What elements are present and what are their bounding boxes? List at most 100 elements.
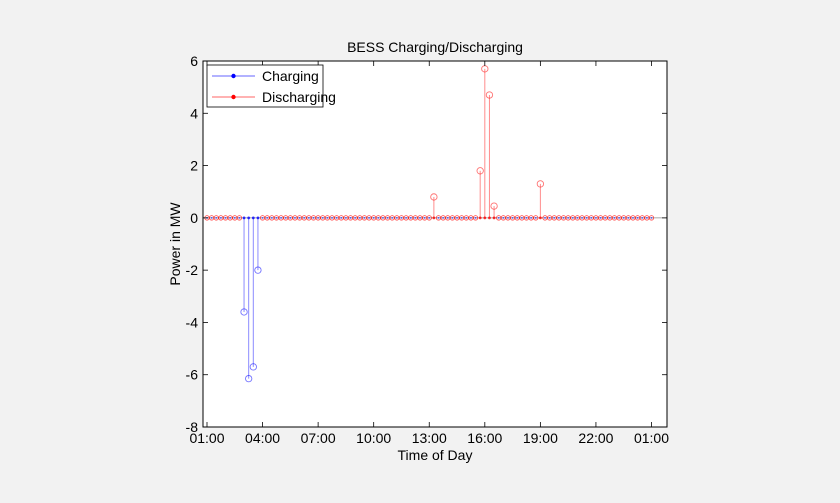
baseline-point-charging: [520, 216, 523, 219]
baseline-point-charging: [377, 216, 380, 219]
baseline-point-charging: [622, 216, 625, 219]
baseline-point-charging: [386, 216, 389, 219]
baseline-point-charging: [382, 216, 384, 219]
baseline-point-charging: [233, 216, 236, 219]
charging-base-point: [247, 216, 251, 220]
baseline-point-charging: [576, 216, 579, 219]
baseline-point-charging: [419, 216, 421, 219]
discharging-point: [490, 202, 498, 210]
charging-base-point: [256, 216, 260, 220]
baseline-point-charging: [270, 216, 273, 219]
baseline-point-charging: [465, 216, 468, 219]
y-axis-label: Power in MW: [167, 202, 183, 286]
charging-point: [240, 308, 248, 316]
y-tick-label: -6: [186, 367, 199, 383]
legend-charging-label: Charging: [262, 68, 319, 84]
baseline-point-charging: [363, 216, 366, 219]
baseline-point-charging: [391, 216, 394, 219]
x-tick-label: 01:00: [634, 430, 669, 446]
baseline-point-charging: [409, 216, 412, 219]
discharging-base-point: [488, 216, 491, 220]
x-tick-label: 04:00: [245, 430, 280, 446]
discharging-base-point: [538, 216, 542, 220]
baseline-point-charging: [497, 216, 500, 219]
baseline-point-discharging: [426, 215, 432, 221]
discharging-base-point: [478, 216, 482, 220]
baseline-point-charging: [595, 216, 597, 219]
baseline-point-charging: [470, 216, 472, 219]
baseline-point-charging: [530, 216, 533, 219]
baseline-point-charging: [307, 216, 310, 219]
plot-area: [202, 60, 668, 428]
x-tick-label: 10:00: [356, 430, 391, 446]
y-tick-label: -4: [186, 314, 199, 330]
baseline-point-charging: [474, 216, 477, 219]
baseline-point-charging: [534, 216, 537, 219]
baseline-point-charging: [553, 216, 556, 219]
y-tick-label: 6: [190, 53, 198, 69]
baseline-point-charging: [641, 216, 644, 219]
baseline-point-charging: [210, 216, 213, 219]
discharging-point: [485, 91, 494, 99]
x-tick-label: 19:00: [523, 430, 558, 446]
baseline-point-charging: [451, 216, 454, 219]
baseline-point-charging: [266, 216, 269, 219]
baseline-point-charging: [326, 216, 329, 219]
baseline-point-charging: [511, 216, 514, 219]
baseline-point-charging: [571, 216, 574, 219]
baseline-point-charging: [280, 216, 282, 219]
x-tick-label: 01:00: [189, 430, 224, 446]
legend: Charging Discharging: [206, 64, 336, 108]
discharging-base-point: [432, 216, 436, 220]
baseline-point-charging: [599, 216, 602, 219]
y-tick-label: 0: [190, 210, 198, 226]
baseline-point-charging: [548, 216, 551, 219]
discharging-point: [536, 180, 545, 188]
baseline-point-charging: [284, 216, 287, 219]
chart-title: BESS Charging/Discharging: [347, 39, 523, 55]
baseline-point-discharging: [236, 215, 243, 221]
discharging-point: [430, 193, 438, 201]
x-tick-label: 16:00: [467, 430, 502, 446]
baseline-point-charging: [294, 216, 296, 219]
baseline-point-charging: [567, 216, 570, 219]
legend-charging-marker: [231, 73, 236, 79]
baseline-point-charging: [460, 216, 463, 219]
baseline-point-charging: [502, 216, 505, 219]
baseline-point-charging: [608, 216, 611, 219]
baseline-point-charging: [238, 216, 241, 219]
charging-base-point: [242, 216, 246, 220]
baseline-point-charging: [525, 216, 528, 219]
baseline-point-charging: [423, 216, 426, 219]
legend-discharging-label: Discharging: [262, 89, 336, 105]
baseline-point-charging: [224, 216, 227, 219]
y-tick-label: 2: [190, 158, 198, 174]
baseline-point-charging: [331, 216, 333, 219]
baseline-point-charging: [544, 216, 546, 219]
baseline-point-charging: [507, 216, 509, 219]
baseline-point-charging: [645, 216, 648, 219]
baseline-point-charging: [395, 216, 398, 219]
baseline-point-charging: [456, 216, 458, 219]
baseline-point-charging: [321, 216, 324, 219]
baseline-point-discharging: [472, 215, 479, 221]
baseline-point-charging: [405, 216, 407, 219]
baseline-point-charging: [557, 216, 560, 219]
baseline-point-charging: [446, 216, 449, 219]
baseline-point-charging: [590, 216, 593, 219]
baseline-point-charging: [618, 216, 620, 219]
legend-discharging-marker: [231, 94, 236, 100]
discharging-base-point: [492, 216, 496, 220]
baseline-point-charging: [340, 216, 343, 219]
baseline-point-charging: [215, 216, 218, 219]
baseline-point-charging: [442, 216, 445, 219]
charging-point: [249, 363, 257, 371]
x-axis-label: Time of Day: [398, 447, 473, 463]
baseline-point-charging: [349, 216, 352, 219]
charging-point: [245, 374, 253, 383]
baseline-point-charging: [581, 216, 583, 219]
y-tick-label: 4: [190, 105, 198, 121]
baseline-point-discharging: [648, 215, 655, 221]
baseline-point-charging: [275, 216, 278, 219]
